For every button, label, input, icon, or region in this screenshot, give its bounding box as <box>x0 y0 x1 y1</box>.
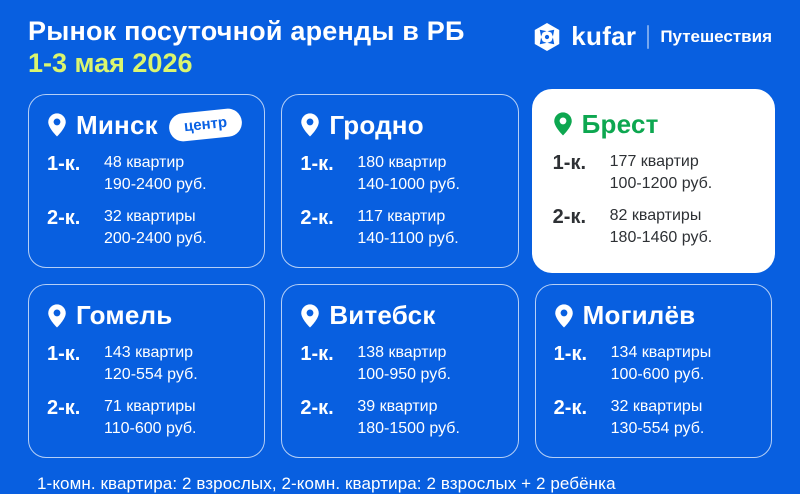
room-type-label: 2-к. <box>553 397 588 420</box>
room-type-label: 1-к. <box>553 343 588 366</box>
stat-text: 32 квартиры 200-2400 руб. <box>104 206 207 250</box>
stat-text: 134 квартиры 100-600 руб. <box>611 342 712 386</box>
apartment-count: 180 квартир <box>357 153 447 171</box>
page-title: Рынок посуточной аренды в РБ <box>28 16 465 46</box>
apartment-count: 71 квартиры <box>104 398 196 416</box>
price-range: 140-1000 руб. <box>357 175 460 193</box>
date-range: 1-3 мая 2026 <box>28 47 193 78</box>
location-pin-icon <box>300 303 320 329</box>
brand-section: Путешествия <box>660 26 772 46</box>
price-range: 140-1100 руб. <box>357 229 459 247</box>
apartment-count: 39 квартир <box>357 398 438 416</box>
stat-row: 2-к. 82 квартиры 180-1460 руб. <box>553 205 754 249</box>
city-card-gomel: Гомель 1-к. 143 квартир 120-554 руб. 2-к… <box>28 284 266 459</box>
price-range: 190-2400 руб. <box>104 175 207 193</box>
apartment-count: 177 квартир <box>609 152 699 170</box>
stat-text: 143 квартир 120-554 руб. <box>104 342 198 386</box>
city-header: Минск центр <box>47 107 246 143</box>
price-range: 100-950 руб. <box>357 366 451 384</box>
location-pin-icon <box>300 112 320 138</box>
stat-row: 2-к. 71 квартиры 110-600 руб. <box>47 396 246 440</box>
room-type-label: 1-к. <box>300 343 334 366</box>
city-header: Гомель <box>47 300 246 331</box>
city-header: Могилёв <box>554 300 753 331</box>
room-type-label: 1-к. <box>552 151 587 174</box>
stat-text: 39 квартир 180-1500 руб. <box>357 396 460 440</box>
city-cards-grid: Минск центр 1-к. 48 квартир 190-2400 руб… <box>28 88 775 459</box>
apartment-count: 32 квартиры <box>104 207 196 225</box>
room-type-label: 1-к. <box>47 343 81 366</box>
city-card-brest-highlighted: Брест 1-к. 177 квартир 100-1200 руб. 2-к… <box>531 88 775 274</box>
stat-row: 1-к. 138 квартир 100-950 руб. <box>300 342 499 386</box>
apartment-count: 82 квартиры <box>609 206 702 224</box>
room-type-label: 2-к. <box>300 206 334 229</box>
logo-divider <box>647 24 650 49</box>
city-name: Брест <box>581 108 659 139</box>
apartment-count: 117 квартир <box>357 207 446 225</box>
location-pin-icon <box>554 303 574 329</box>
city-card-minsk: Минск центр 1-к. 48 квартир 190-2400 руб… <box>28 93 266 269</box>
stat-text: 117 квартир 140-1100 руб. <box>357 206 458 250</box>
stat-text: 32 квартиры 130-554 руб. <box>611 396 705 440</box>
room-type-label: 2-к. <box>300 397 334 420</box>
room-type-label: 2-к. <box>47 397 81 420</box>
apartment-count: 32 квартиры <box>610 398 703 416</box>
city-name: Гродно <box>329 109 424 140</box>
stat-row: 2-к. 117 квартир 140-1100 руб. <box>300 206 499 250</box>
center-badge: центр <box>167 107 244 143</box>
city-header: Гродно <box>300 110 499 141</box>
price-range: 100-600 руб. <box>610 366 705 384</box>
stat-row: 1-к. 48 квартир 190-2400 руб. <box>47 152 246 196</box>
stat-text: 71 квартиры 110-600 руб. <box>104 396 196 440</box>
header-titles: Рынок посуточной аренды в РБ 1-3 мая 202… <box>28 16 465 80</box>
stat-text: 138 квартир 100-950 руб. <box>357 342 451 386</box>
stat-row: 1-к. 180 квартир 140-1000 руб. <box>300 152 499 196</box>
apartment-count: 134 квартиры <box>610 344 712 362</box>
city-name: Минск <box>76 109 158 140</box>
price-range: 130-554 руб. <box>610 420 705 438</box>
infographic-page: Рынок посуточной аренды в РБ 1-3 мая 202… <box>28 16 775 493</box>
stat-row: 1-к. 134 квартиры 100-600 руб. <box>554 342 753 386</box>
city-name: Витебск <box>329 300 436 331</box>
stat-text: 82 квартиры 180-1460 руб. <box>610 205 713 249</box>
location-pin-icon <box>553 111 573 137</box>
stat-text: 180 квартир 140-1000 руб. <box>357 152 460 196</box>
location-pin-icon <box>47 303 67 329</box>
stat-row: 2-к. 32 квартиры 200-2400 руб. <box>47 206 246 250</box>
city-card-vitebsk: Витебск 1-к. 138 квартир 100-950 руб. 2-… <box>281 284 519 459</box>
city-name: Могилёв <box>582 300 696 331</box>
apartment-count: 48 квартир <box>104 153 185 171</box>
city-card-mogilev: Могилёв 1-к. 134 квартиры 100-600 руб. 2… <box>534 284 772 459</box>
apartment-count: 138 квартир <box>357 344 447 362</box>
stat-row: 1-к. 177 квартир 100-1200 руб. <box>553 151 754 195</box>
brand-name: kufar <box>571 21 637 51</box>
room-type-label: 2-к. <box>552 205 587 228</box>
apartment-count: 143 квартир <box>104 344 194 362</box>
kufar-hexagon-icon <box>535 22 560 51</box>
stat-text: 48 квартир 190-2400 руб. <box>104 152 207 196</box>
footnote: 1-комн. квартира: 2 взрослых, 2-комн. кв… <box>37 474 616 494</box>
header: Рынок посуточной аренды в РБ 1-3 мая 202… <box>28 16 772 80</box>
kufar-logo: kufar Путешествия <box>532 21 772 52</box>
price-range: 100-1200 руб. <box>609 174 713 192</box>
stat-text: 177 квартир 100-1200 руб. <box>610 151 713 195</box>
city-name: Гомель <box>76 300 173 331</box>
price-range: 180-1500 руб. <box>357 420 460 438</box>
price-range: 180-1460 руб. <box>609 228 713 246</box>
stat-row: 2-к. 39 квартир 180-1500 руб. <box>300 396 499 440</box>
stat-row: 1-к. 143 квартир 120-554 руб. <box>47 342 246 386</box>
room-type-label: 1-к. <box>47 152 81 175</box>
price-range: 120-554 руб. <box>104 366 198 384</box>
room-type-label: 2-к. <box>47 206 81 229</box>
location-pin-icon <box>47 112 67 138</box>
city-header: Брест <box>553 109 754 140</box>
room-type-label: 1-к. <box>300 152 334 175</box>
stat-row: 2-к. 32 квартиры 130-554 руб. <box>554 396 753 440</box>
city-card-grodno: Гродно 1-к. 180 квартир 140-1000 руб. 2-… <box>281 93 519 269</box>
price-range: 110-600 руб. <box>104 420 197 438</box>
city-header: Витебск <box>300 300 499 331</box>
price-range: 200-2400 руб. <box>104 229 207 247</box>
